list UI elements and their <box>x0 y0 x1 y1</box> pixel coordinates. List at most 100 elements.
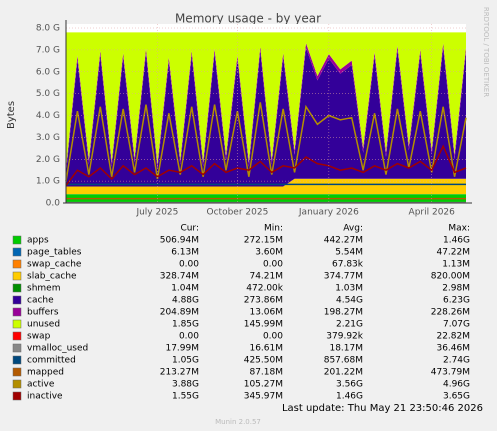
legend-swatch <box>12 235 22 245</box>
stat-header: Min: <box>264 224 283 234</box>
stat-value: 18.17M <box>329 344 363 354</box>
stat-value: 506.94M <box>160 236 199 246</box>
y-tick-label: 0.0 <box>46 199 61 209</box>
stat-value: 16.61M <box>249 344 283 354</box>
watermark: RRDTOOL / TOBI OETIKER <box>482 7 490 97</box>
stat-value: 228.26M <box>431 308 470 318</box>
stat-value: 6.13M <box>171 248 199 258</box>
stat-value: 2.74G <box>443 356 470 366</box>
legend-swatch <box>12 319 22 329</box>
stat-value: 0.00 <box>179 260 199 270</box>
stat-value: 6.23G <box>443 296 470 306</box>
footer: Last update: Thu May 21 23:50:46 2026 <box>282 403 483 414</box>
stat-value: 201.22M <box>324 368 363 378</box>
stat-value: 3.56G <box>336 380 363 390</box>
area <box>66 47 466 187</box>
stat-value: 4.96G <box>443 380 470 390</box>
version: Munin 2.0.57 <box>215 418 261 426</box>
stat-value: 3.60M <box>255 248 283 258</box>
x-tick-label: July 2025 <box>135 208 178 218</box>
legend-label: page_tables <box>27 248 82 258</box>
x-tick-label: October 2025 <box>207 208 269 218</box>
legend-label: committed <box>27 356 76 366</box>
y-axis-label: Bytes <box>6 101 17 129</box>
x-tick-label: April 2026 <box>409 208 456 218</box>
stat-value: 204.89M <box>160 308 199 318</box>
stat-value: 213.27M <box>160 368 199 378</box>
stat-header: Cur: <box>180 224 199 234</box>
legend-label: vmalloc_used <box>27 344 88 354</box>
stat-value: 5.54M <box>335 248 363 258</box>
y-tick-label: 7.0 G <box>36 45 60 55</box>
stat-value: 442.27M <box>324 236 363 246</box>
line <box>65 102 467 182</box>
legend-swatch <box>12 331 22 341</box>
stat-value: 857.68M <box>324 356 363 366</box>
stat-value: 328.74M <box>160 272 199 282</box>
line <box>65 144 467 186</box>
stat-value: 47.22M <box>436 248 470 258</box>
stat-value: 345.97M <box>244 392 283 402</box>
stat-value: 0.00 <box>179 332 199 342</box>
stat-value: 425.50M <box>244 356 283 366</box>
stat-value: 374.77M <box>324 272 363 282</box>
stat-value: 272.15M <box>244 236 283 246</box>
stat-value: 13.06M <box>249 308 283 318</box>
legend-swatch <box>12 295 22 305</box>
stat-header: Avg: <box>343 224 363 234</box>
legend-swatch <box>12 247 22 257</box>
legend-swatch <box>12 271 22 281</box>
stat-value: 0.00 <box>263 332 283 342</box>
y-tick-label: 2.0 G <box>36 155 60 165</box>
stat-value: 7.07G <box>443 320 470 330</box>
y-tick-label: 1.0 G <box>36 177 60 187</box>
stat-value: 17.99M <box>165 344 199 354</box>
y-tick-label: 4.0 G <box>36 111 60 121</box>
stat-value: 4.88G <box>172 296 199 306</box>
stat-value: 820.00M <box>431 272 470 282</box>
stat-value: 4.54G <box>336 296 363 306</box>
stat-value: 1.85G <box>172 320 199 330</box>
legend-swatch <box>12 379 22 389</box>
stat-value: 473.79M <box>431 368 470 378</box>
stat-value: 87.18M <box>249 368 283 378</box>
legend-label: swap_cache <box>27 260 82 270</box>
stat-value: 472.00k <box>246 284 283 294</box>
stat-value: 145.99M <box>244 320 283 330</box>
stat-value: 198.27M <box>324 308 363 318</box>
stat-value: 379.92k <box>326 332 363 342</box>
stat-value: 1.46G <box>336 392 363 402</box>
chart-title: Memory usage - by year <box>175 12 321 26</box>
y-tick-label: 8.0 G <box>36 24 60 34</box>
stat-value: 273.86M <box>244 296 283 306</box>
stat-value: 36.46M <box>436 344 470 354</box>
stat-value: 1.04M <box>171 284 199 294</box>
stat-value: 1.55G <box>172 392 199 402</box>
legend-swatch <box>12 355 22 365</box>
stat-value: 2.21G <box>336 320 363 330</box>
legend-label: buffers <box>27 308 59 318</box>
legend-label: active <box>27 380 55 390</box>
legend-swatch <box>12 283 22 293</box>
stat-value: 3.65G <box>443 392 470 402</box>
stat-value: 2.98M <box>442 284 470 294</box>
legend-label: shmem <box>27 284 60 294</box>
x-tick-label: January 2026 <box>298 208 359 218</box>
stat-value: 67.83k <box>332 260 364 270</box>
legend-swatch <box>12 367 22 377</box>
stat-value: 1.03M <box>335 284 363 294</box>
legend-swatch <box>12 259 22 269</box>
stat-value: 22.82M <box>436 332 470 342</box>
stat-value: 1.05G <box>172 356 199 366</box>
legend-label: mapped <box>27 368 64 378</box>
y-tick-label: 3.0 G <box>36 133 60 143</box>
legend-label: swap <box>27 332 51 342</box>
stat-value: 74.21M <box>249 272 283 282</box>
stat-value: 0.00 <box>263 260 283 270</box>
area <box>66 32 466 169</box>
y-tick-label: 5.0 G <box>36 89 60 99</box>
legend-label: unused <box>27 320 60 330</box>
legend-swatch <box>12 391 22 401</box>
stat-value: 105.27M <box>244 380 283 390</box>
